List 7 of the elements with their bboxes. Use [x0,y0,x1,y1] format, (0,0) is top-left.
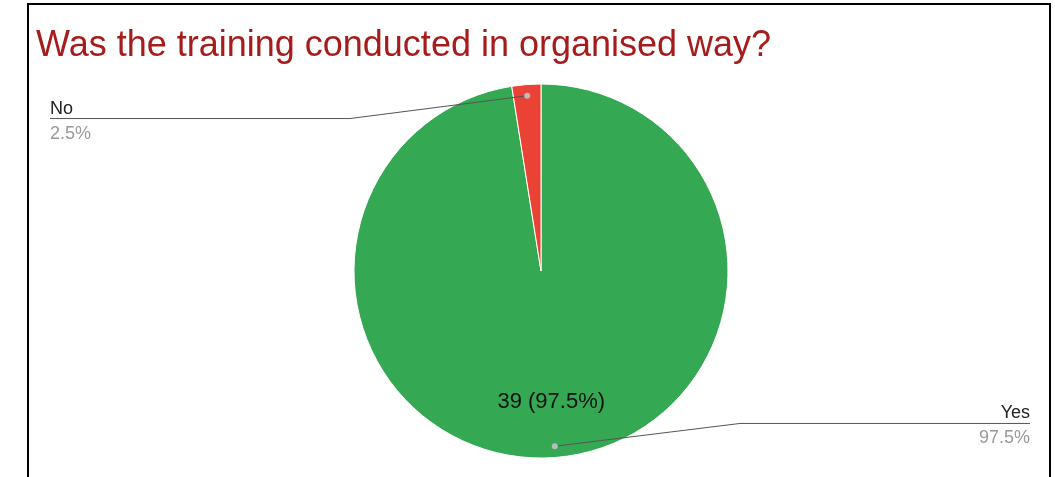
text: 39 (97.5%) [497,388,606,414]
data-label: 97.5% [978,427,1030,448]
pie-slice [353,83,729,459]
slice-label: No [50,97,74,118]
slice-label: Yes [1000,402,1030,423]
chart-title: Was the training conducted in organised way? [36,23,772,64]
data-label: 2.5% [50,122,92,143]
